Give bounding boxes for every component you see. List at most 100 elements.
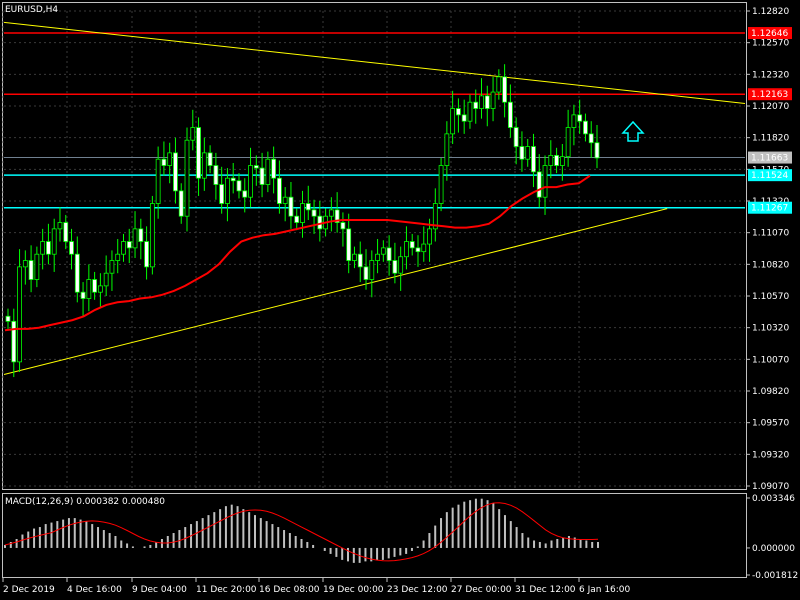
candle-body: [328, 209, 334, 217]
price-tick-label: 1.09820: [752, 387, 789, 397]
candle-body: [334, 209, 340, 223]
candle-body: [386, 247, 392, 261]
macd-signal-line: [4, 502, 599, 562]
grid: [2, 10, 745, 488]
candle-body: [565, 127, 571, 158]
macd-histogram: [4, 498, 599, 563]
candle-body: [277, 177, 282, 204]
candle-body: [92, 279, 98, 293]
candle-body: [225, 177, 230, 204]
time-tick-label: 9 Dec 04:00: [132, 585, 187, 595]
macd-label: MACD(12,26,9) 0.000382 0.000480: [5, 497, 165, 507]
candle-body: [490, 91, 496, 109]
time-tick-label: 31 Dec 12:00: [515, 585, 576, 595]
price-tick-label: 1.10570: [752, 292, 789, 302]
candle-body: [461, 114, 467, 122]
candle-body: [294, 215, 300, 223]
trendline: [3, 208, 668, 376]
price-tick-label: 1.09570: [752, 419, 789, 429]
candle-body: [404, 241, 409, 258]
price-tick-label: 1.10070: [752, 355, 789, 365]
time-tick-label: 6 Jan 16:00: [579, 585, 631, 595]
candle-body: [507, 101, 513, 128]
current-price-label: 1.11663: [751, 154, 788, 164]
trendlines[interactable]: [3, 21, 746, 376]
candle-body: [444, 133, 450, 166]
candle-body: [392, 260, 398, 274]
candle-body: [86, 279, 92, 299]
macd-panel: [2, 493, 747, 578]
candle-body: [97, 285, 103, 293]
candle-body: [259, 167, 265, 185]
candle-body: [196, 127, 201, 179]
candle-body: [502, 76, 508, 103]
candle-body: [496, 76, 502, 93]
candle-body: [46, 241, 51, 255]
arrow-icon[interactable]: [621, 120, 645, 142]
price-tick-label: 1.11070: [752, 229, 789, 239]
candle-body: [167, 152, 173, 166]
candle-body: [305, 203, 311, 211]
candle-body: [531, 146, 536, 173]
time-tick-label: 11 Dec 20:00: [196, 585, 257, 595]
candle-body: [588, 133, 594, 144]
candle-body: [432, 203, 438, 230]
candle-body: [155, 158, 161, 204]
price-tick-label: 1.10320: [752, 324, 789, 334]
price-line-tag: [748, 201, 792, 214]
candle-body: [288, 196, 294, 217]
price-tick-label: 1.10820: [752, 260, 789, 270]
candle-body: [438, 165, 444, 204]
candle-body: [536, 171, 542, 198]
price-line-label: 1.12163: [751, 90, 788, 100]
price-tick-label: 1.12070: [752, 102, 789, 112]
candle-body: [5, 315, 11, 322]
candle-body: [479, 95, 484, 109]
candle-body: [74, 253, 80, 293]
candle-body: [484, 95, 490, 109]
macd-tick-label: 0.000000: [752, 544, 795, 554]
candle-body: [109, 260, 115, 274]
candle-body: [340, 222, 346, 230]
price-tick-label: 1.11820: [752, 134, 789, 144]
price-line-tag: [748, 88, 792, 101]
candle-body: [300, 203, 305, 223]
candle-body: [132, 228, 138, 249]
time-tick-label: 2 Dec 2019: [3, 585, 55, 595]
candle-body: [427, 228, 432, 245]
price-line-labels: 1.12646 1.12163 1.11524 1.11267 1.11663: [748, 27, 792, 214]
price-line-label: 1.11524: [751, 171, 788, 181]
price-tick-label: 1.12320: [752, 70, 789, 80]
candle-body: [253, 165, 259, 169]
candle-body: [352, 253, 357, 261]
candle-body: [265, 158, 271, 185]
candle-body: [178, 190, 184, 217]
candle-body: [525, 146, 531, 160]
candle-body: [57, 222, 63, 230]
trendline: [3, 21, 746, 104]
horizontal-lines[interactable]: [4, 32, 745, 209]
candle-body: [594, 142, 600, 159]
price-tick-label: 1.09070: [752, 482, 789, 492]
candle-body: [571, 114, 577, 128]
time-axis: 2 Dec 2019 4 Dec 16:00 9 Dec 04:00 11 Dec 2…: [2, 578, 631, 595]
candle-body: [40, 241, 46, 255]
candle-body: [230, 177, 236, 182]
candle-body: [28, 260, 34, 280]
candle-body: [409, 241, 415, 249]
candle-body: [219, 184, 225, 204]
price-tick-label: 1.12570: [752, 39, 789, 49]
price-line-label: 1.11267: [751, 204, 788, 214]
price-line-tag: [748, 169, 792, 182]
candle-body: [201, 152, 207, 179]
candle-body: [559, 156, 565, 166]
candle-body: [421, 243, 427, 253]
candle-body: [311, 209, 317, 217]
candle-body: [542, 165, 548, 198]
price-line-label: 1.12646: [751, 29, 788, 39]
macd-tick-label: -0.001812: [752, 571, 798, 581]
candle-body: [103, 272, 109, 287]
candle-body: [271, 158, 277, 179]
candle-body: [554, 154, 559, 166]
